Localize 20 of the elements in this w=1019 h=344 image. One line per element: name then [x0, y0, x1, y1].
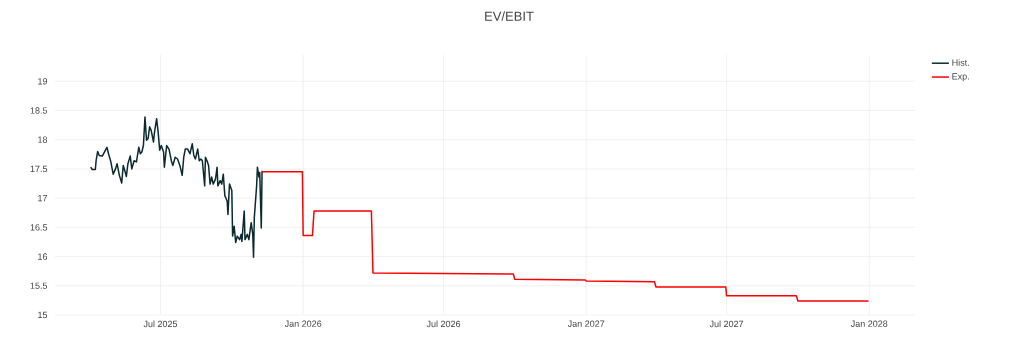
y-tick-label: 18.5	[30, 107, 48, 114]
x-tick-label: Jan 2027	[567, 320, 605, 327]
x-tick-label: Jan 2026	[284, 320, 322, 327]
y-tick-label: 18	[38, 136, 48, 143]
y-tick-label: 15.5	[30, 282, 48, 289]
y-tick-label: 16	[38, 253, 48, 260]
x-tick-label: Jul 2026	[426, 320, 461, 328]
x-tick-label: Jul 2027	[709, 320, 744, 328]
x-tick-label: Jan 2028	[850, 320, 888, 327]
line-series	[89, 116, 263, 258]
line-series	[261, 171, 870, 302]
y-tick-label: 17.5	[30, 165, 48, 173]
chart-title: EV/EBIT	[485, 11, 534, 21]
y-tick-label: 17	[38, 195, 48, 202]
y-tick-label: 15	[38, 311, 48, 319]
legend-label: Hist.	[952, 59, 969, 66]
legend-label: Exp.	[952, 73, 969, 82]
y-tick-label: 16.5	[30, 224, 48, 231]
y-tick-label: 19	[38, 78, 48, 85]
x-tick-label: Jul 2025	[143, 320, 178, 328]
